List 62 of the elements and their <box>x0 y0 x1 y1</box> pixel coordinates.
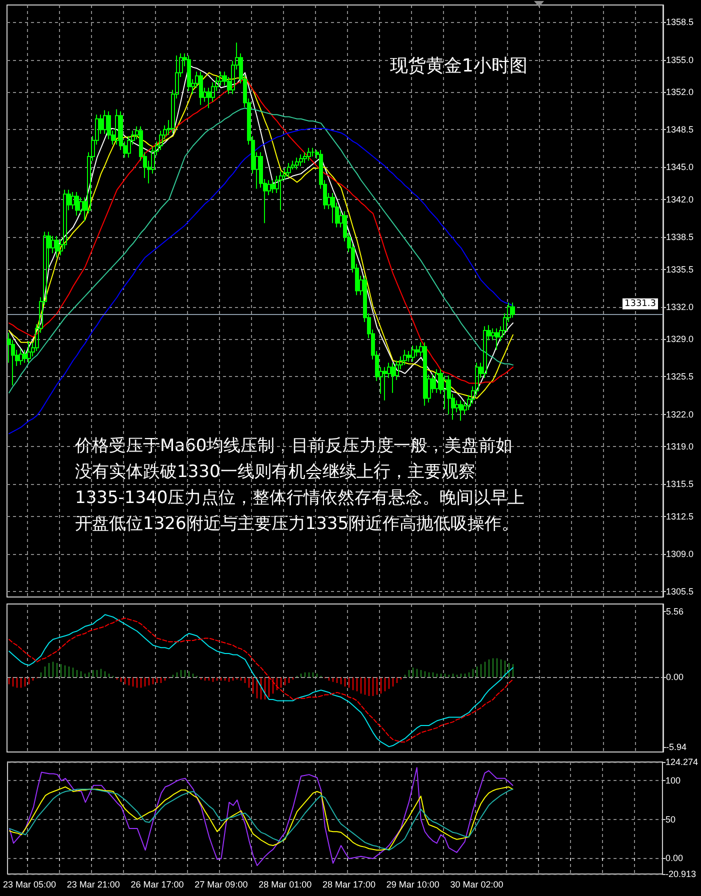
y-tick-label: 1332.0 <box>666 302 694 312</box>
y-tick-label: 1305.5 <box>666 586 694 597</box>
y-tick-label: 1309.0 <box>666 549 694 560</box>
y-tick-label: -20.913 <box>665 869 696 879</box>
y-tick-label: 100 <box>665 776 680 786</box>
y-tick-label: 1322.0 <box>666 409 694 420</box>
y-tick-label: 1315.5 <box>666 479 694 490</box>
candlestick <box>187 54 191 92</box>
y-tick-label: 0.00 <box>665 852 683 863</box>
y-tick-label: 5.56 <box>666 606 684 617</box>
y-tick-label: 124.274 <box>665 757 698 767</box>
y-tick-label: -5.94 <box>666 742 687 752</box>
y-tick-label: 1348.5 <box>666 124 694 135</box>
x-tick-label: 30 Mar 02:00 <box>450 880 504 890</box>
candlestick <box>279 171 283 211</box>
candlestick <box>311 147 315 157</box>
candlestick <box>27 340 31 364</box>
candlestick <box>495 328 499 350</box>
y-tick-label: 1345.0 <box>666 162 694 172</box>
y-tick-label: 1325.5 <box>666 372 694 382</box>
x-tick-label: 26 Mar 17:00 <box>130 880 184 890</box>
x-tick-label: 27 Mar 09:00 <box>194 880 248 890</box>
x-tick-label: 29 Mar 10:00 <box>386 880 440 890</box>
ref-line-label: 1331.3 <box>624 298 656 309</box>
x-tick-label: 23 Mar 21:00 <box>66 880 120 890</box>
candlestick <box>435 368 439 394</box>
y-tick-label: 1335.5 <box>666 264 694 274</box>
candlestick <box>307 147 311 162</box>
text: 现货黄金1小时图 <box>390 56 528 76</box>
candlestick <box>287 162 291 178</box>
x-tick-label: 28 Mar 17:00 <box>322 880 376 890</box>
candlestick <box>483 326 487 378</box>
candlestick <box>299 154 303 167</box>
candlestick <box>303 152 307 164</box>
y-tick-label: 1358.5 <box>666 17 694 28</box>
y-tick-label: 50 <box>665 814 676 824</box>
candlestick <box>383 366 387 401</box>
candlestick <box>459 400 463 422</box>
candlestick <box>55 236 59 258</box>
candlestick <box>19 348 23 366</box>
candlestick <box>271 180 275 194</box>
line-series <box>9 767 514 866</box>
y-tick-label: 1319.0 <box>666 442 694 452</box>
x-tick-label: 28 Mar 01:00 <box>258 880 312 890</box>
y-tick-label: 1312.5 <box>666 511 694 522</box>
y-tick-label: 1342.0 <box>666 194 694 204</box>
y-tick-label: 1329.0 <box>666 334 694 344</box>
line-series <box>8 128 514 434</box>
candlestick <box>403 349 407 366</box>
candlestick <box>411 345 415 362</box>
candlestick <box>75 191 79 216</box>
y-tick-label: 0.00 <box>666 672 684 682</box>
candlestick <box>199 71 203 106</box>
candlestick <box>295 157 299 170</box>
y-tick-label: 1355.0 <box>666 54 694 65</box>
candlestick <box>511 302 515 318</box>
y-tick-label: 1352.0 <box>666 87 694 98</box>
candlestick <box>391 362 395 394</box>
candlestick <box>331 192 335 224</box>
candlestick <box>423 342 427 406</box>
y-tick-label: 1338.5 <box>666 232 694 242</box>
x-tick-label: 23 Mar 05:00 <box>2 880 56 890</box>
